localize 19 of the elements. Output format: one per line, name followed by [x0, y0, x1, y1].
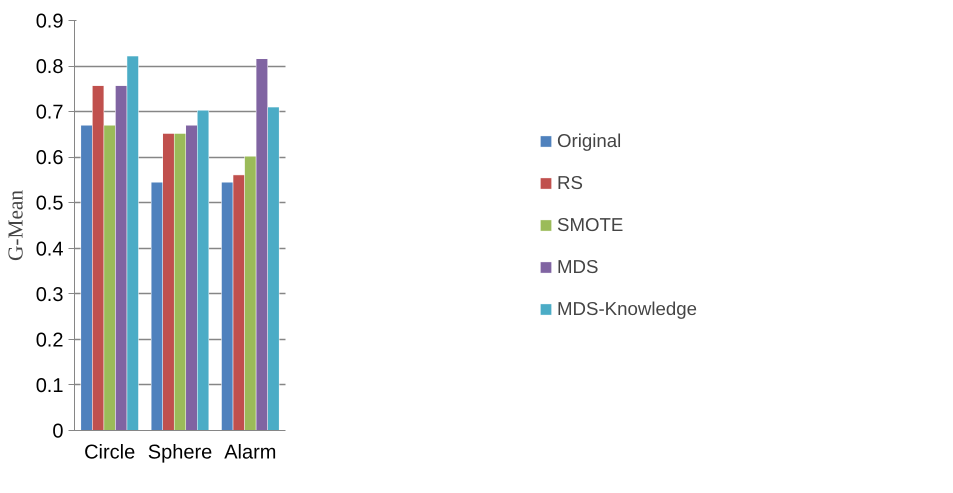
- y-tick-label: 0: [52, 420, 64, 442]
- legend-label: MDS-Knowledge: [557, 298, 697, 320]
- legend-label: SMOTE: [557, 214, 624, 236]
- y-tick-label: 0.9: [36, 10, 64, 32]
- y-tick-label: 0.1: [36, 374, 64, 397]
- y-tick-label: 0.8: [36, 56, 64, 78]
- legend-label: RS: [557, 172, 583, 194]
- y-tick-label: 0.7: [36, 102, 64, 124]
- y-tick-label: 0.4: [36, 238, 64, 260]
- y-tick-label: 0.6: [36, 147, 64, 170]
- x-tick-label: Sphere: [148, 442, 212, 464]
- legend-label: Original: [557, 130, 622, 152]
- y-tick-label: 0.3: [36, 284, 64, 306]
- y-tick-label: 0.5: [36, 192, 64, 215]
- x-tick-label: Circle: [84, 442, 136, 464]
- x-tick-label: Alarm: [224, 442, 276, 464]
- legend-label: MDS: [557, 256, 598, 278]
- y-tick-label: 0.2: [36, 329, 64, 352]
- y-axis-title: G-Mean: [4, 190, 28, 262]
